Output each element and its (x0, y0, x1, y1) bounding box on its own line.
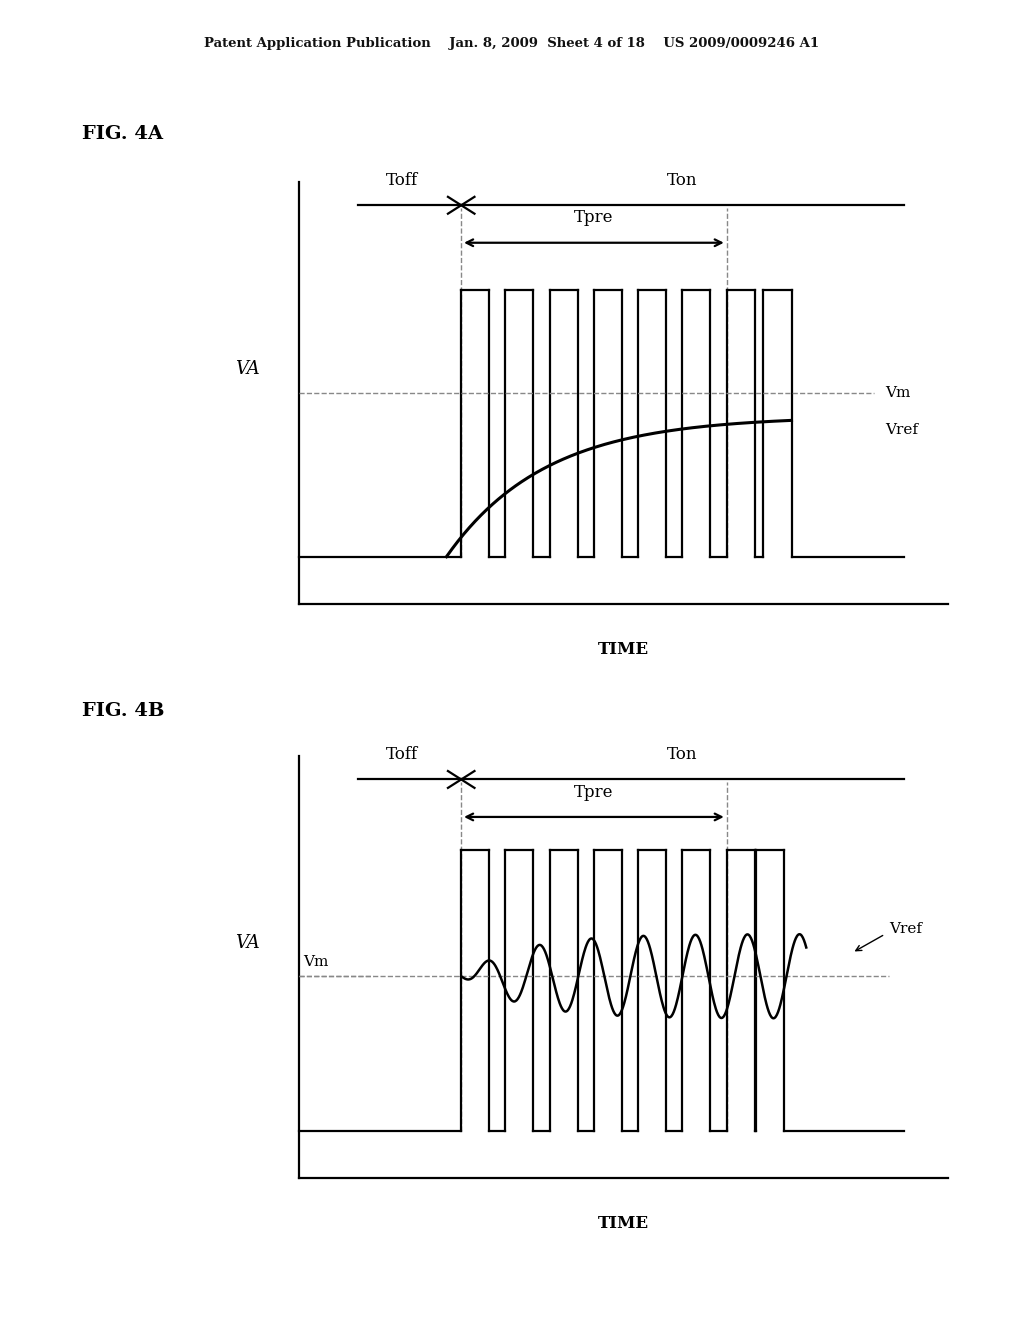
Text: Tpre: Tpre (574, 784, 613, 800)
Text: FIG. 4A: FIG. 4A (82, 125, 163, 144)
Text: Vref: Vref (889, 923, 922, 936)
Text: Ton: Ton (668, 172, 697, 189)
Text: Ton: Ton (668, 746, 697, 763)
Text: Toff: Toff (386, 172, 418, 189)
Text: Vm: Vm (303, 956, 328, 969)
Text: Tpre: Tpre (574, 210, 613, 226)
Text: Vref: Vref (885, 424, 919, 437)
Text: FIG. 4B: FIG. 4B (82, 702, 165, 721)
Text: Toff: Toff (386, 746, 418, 763)
Text: VA: VA (236, 935, 260, 953)
Text: VA: VA (236, 360, 260, 379)
Text: Patent Application Publication    Jan. 8, 2009  Sheet 4 of 18    US 2009/0009246: Patent Application Publication Jan. 8, 2… (205, 37, 819, 50)
Text: TIME: TIME (598, 642, 649, 659)
Text: Vm: Vm (885, 385, 910, 400)
Text: TIME: TIME (598, 1216, 649, 1233)
